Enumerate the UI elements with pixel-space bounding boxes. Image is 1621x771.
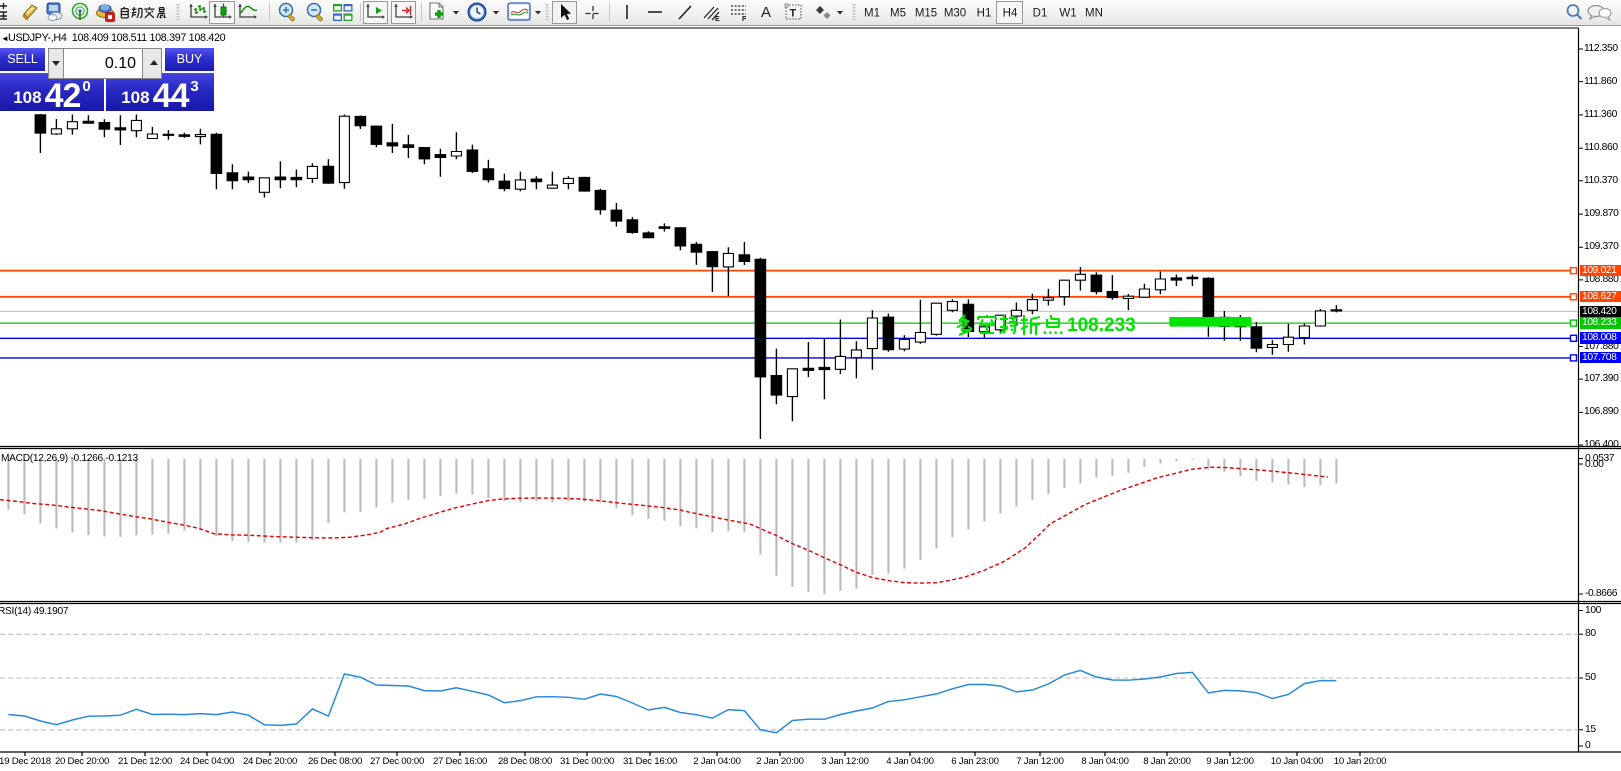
- svg-text:M30: M30: [944, 8, 966, 20]
- svg-text:F: F: [742, 16, 747, 23]
- svg-text:D1: D1: [1033, 8, 1048, 20]
- svg-text:E: E: [715, 16, 720, 23]
- svg-text:W1: W1: [1059, 8, 1076, 20]
- svg-text:A: A: [761, 4, 771, 21]
- svg-text:M5: M5: [890, 8, 906, 20]
- svg-text:T: T: [790, 8, 797, 20]
- svg-text:MN: MN: [1085, 8, 1103, 20]
- svg-text:H4: H4: [1003, 8, 1018, 20]
- svg-text:M1: M1: [864, 8, 880, 20]
- svg-text:M15: M15: [915, 8, 937, 20]
- svg-text:H1: H1: [977, 8, 992, 20]
- svg-text:108.233: 108.233: [1067, 315, 1136, 336]
